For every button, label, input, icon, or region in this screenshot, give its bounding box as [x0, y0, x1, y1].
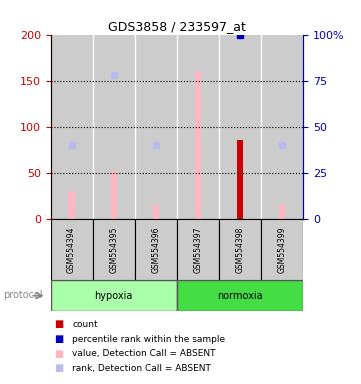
Bar	[177, 219, 219, 280]
Bar	[93, 35, 135, 219]
Bar	[261, 219, 303, 280]
Text: GSM554399: GSM554399	[278, 226, 287, 273]
Bar	[110, 171, 117, 219]
Bar	[51, 280, 177, 311]
Text: count: count	[72, 320, 98, 329]
Bar	[237, 140, 243, 219]
Bar	[279, 205, 285, 219]
Text: GSM554394: GSM554394	[67, 226, 76, 273]
Text: value, Detection Call = ABSENT: value, Detection Call = ABSENT	[72, 349, 216, 358]
Bar	[135, 35, 177, 219]
Bar	[219, 219, 261, 280]
Bar	[153, 205, 159, 219]
Text: normoxia: normoxia	[217, 291, 263, 301]
Title: GDS3858 / 233597_at: GDS3858 / 233597_at	[108, 20, 246, 33]
Bar	[135, 219, 177, 280]
Text: GSM554398: GSM554398	[236, 227, 244, 273]
Bar	[219, 35, 261, 219]
Bar	[69, 191, 75, 219]
Bar	[51, 219, 93, 280]
Text: GSM554396: GSM554396	[151, 226, 160, 273]
Text: GSM554397: GSM554397	[193, 226, 203, 273]
Text: ■: ■	[54, 349, 64, 359]
Bar	[177, 35, 219, 219]
Bar	[261, 35, 303, 219]
Text: GSM554395: GSM554395	[109, 226, 118, 273]
Text: percentile rank within the sample: percentile rank within the sample	[72, 334, 225, 344]
Text: ■: ■	[54, 363, 64, 373]
Bar	[195, 71, 201, 219]
Text: protocol: protocol	[4, 290, 43, 300]
Text: hypoxia: hypoxia	[95, 291, 133, 301]
Bar	[177, 280, 303, 311]
Bar	[93, 219, 135, 280]
Text: rank, Detection Call = ABSENT: rank, Detection Call = ABSENT	[72, 364, 211, 373]
Text: ■: ■	[54, 334, 64, 344]
Bar	[51, 35, 93, 219]
Text: ■: ■	[54, 319, 64, 329]
